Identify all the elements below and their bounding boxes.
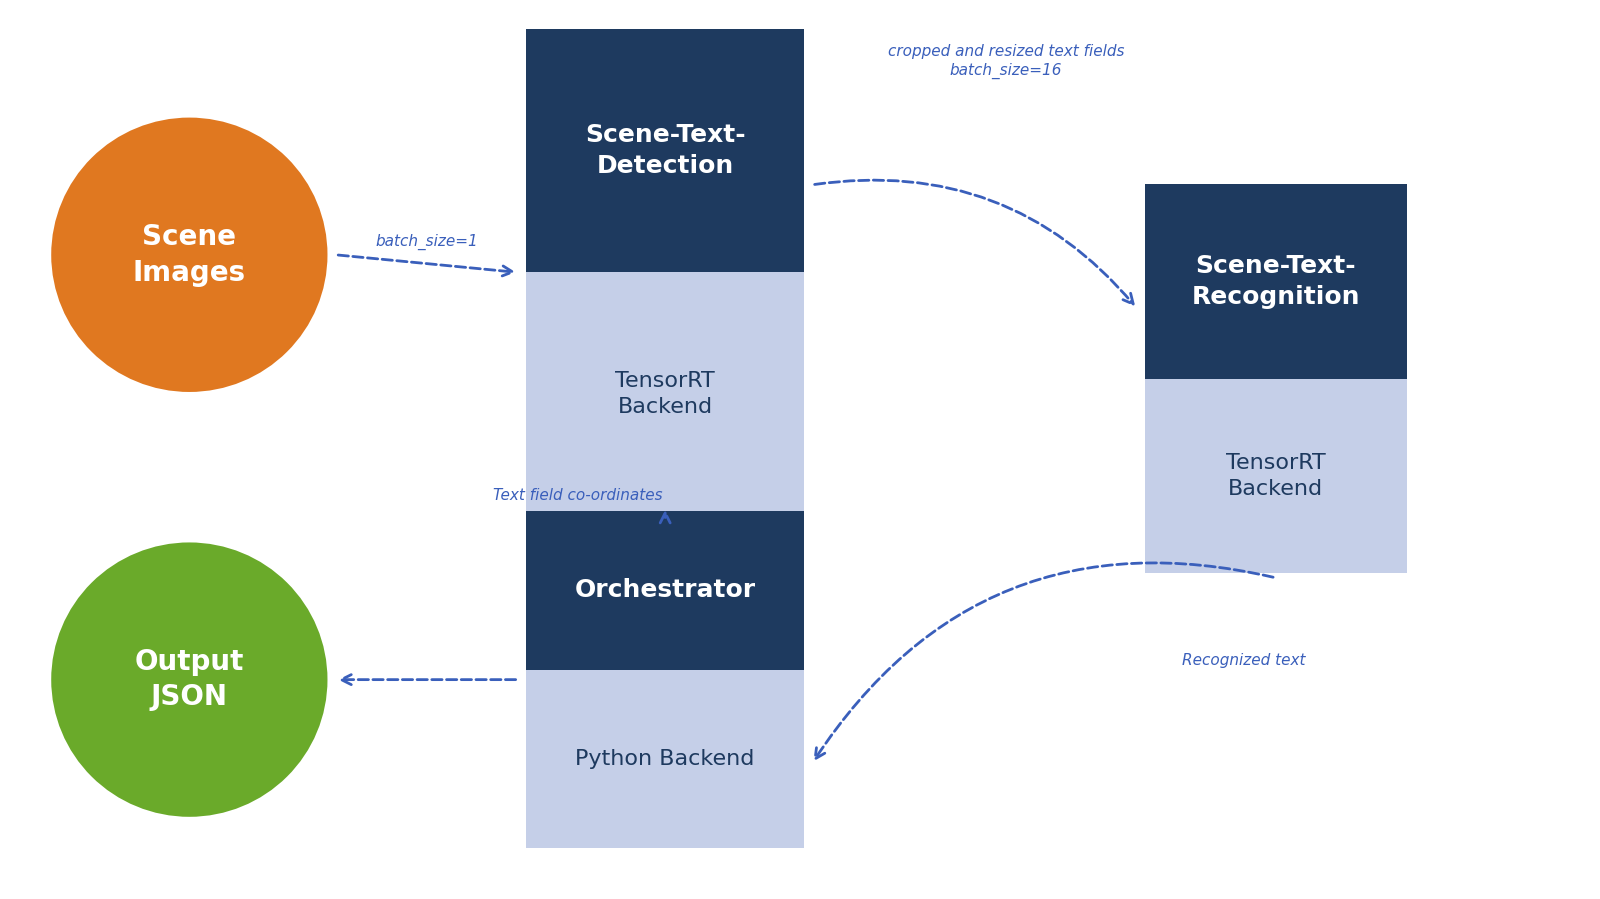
- FancyBboxPatch shape: [526, 670, 803, 848]
- FancyArrowPatch shape: [814, 563, 1274, 759]
- Ellipse shape: [51, 118, 328, 392]
- FancyArrowPatch shape: [814, 180, 1133, 304]
- FancyArrowPatch shape: [661, 513, 670, 523]
- Text: Recognized text: Recognized text: [1182, 653, 1306, 668]
- Text: Scene-Text-
Recognition: Scene-Text- Recognition: [1192, 254, 1360, 308]
- FancyBboxPatch shape: [1146, 184, 1406, 378]
- Text: Output
JSON: Output JSON: [134, 648, 245, 711]
- Text: Scene
Images: Scene Images: [133, 223, 246, 287]
- Text: Text field co-ordinates: Text field co-ordinates: [493, 488, 662, 503]
- Text: TensorRT
Backend: TensorRT Backend: [616, 371, 715, 417]
- FancyArrowPatch shape: [338, 255, 512, 276]
- Text: Orchestrator: Orchestrator: [574, 578, 755, 602]
- Text: Scene-Text-
Detection: Scene-Text- Detection: [586, 123, 746, 178]
- Text: cropped and resized text fields
batch_size=16: cropped and resized text fields batch_si…: [888, 44, 1125, 78]
- FancyArrowPatch shape: [341, 674, 515, 685]
- Text: Python Backend: Python Backend: [576, 749, 755, 769]
- FancyBboxPatch shape: [526, 29, 803, 272]
- FancyBboxPatch shape: [1146, 378, 1406, 574]
- FancyBboxPatch shape: [526, 512, 803, 670]
- FancyBboxPatch shape: [526, 272, 803, 516]
- Text: TensorRT
Backend: TensorRT Backend: [1226, 453, 1326, 499]
- Text: batch_size=1: batch_size=1: [376, 234, 478, 250]
- Ellipse shape: [51, 542, 328, 817]
